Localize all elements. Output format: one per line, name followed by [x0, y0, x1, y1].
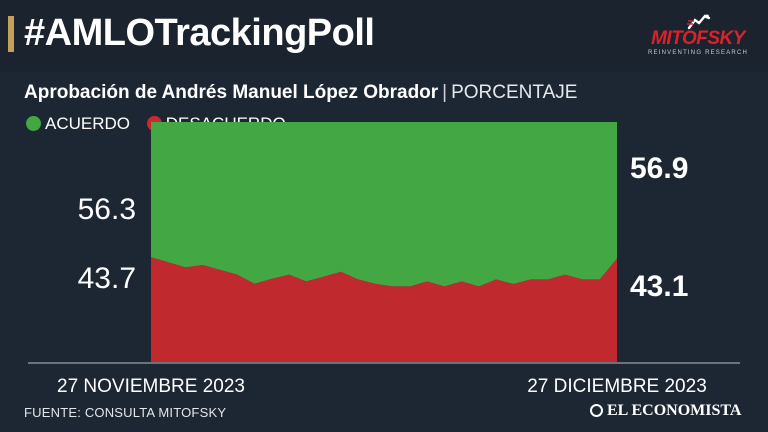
subtitle-main: Aprobación de Andrés Manuel López Obrado…	[24, 82, 439, 103]
legend-agree-label: ACUERDO	[45, 114, 131, 133]
runner-logo-icon	[687, 14, 711, 30]
chart-subtitle: Aprobación de Andrés Manuel López Obrado…	[24, 82, 577, 104]
start-agree-label: 56.3	[78, 193, 136, 226]
el-economista-brand: EL ECONOMISTA	[590, 402, 741, 420]
start-disagree-label: 43.7	[78, 262, 136, 295]
x-end-date-label: 27 DICIEMBRE 2023	[527, 376, 707, 397]
end-disagree-label: 43.1	[630, 270, 688, 303]
mitofsky-logo: MITOFSKY REINVENTING RESEARCH	[648, 14, 748, 60]
end-agree-label: 56.9	[630, 152, 688, 185]
disagree-area	[151, 257, 617, 362]
legend-item-agree: ACUERDO	[26, 114, 130, 134]
agree-area	[151, 122, 617, 287]
subtitle-unit: PORCENTAJE	[451, 82, 578, 103]
header-band	[0, 0, 768, 72]
subtitle-separator: |	[442, 82, 448, 103]
legend-agree-dot-icon	[26, 116, 41, 131]
logo-wordmark: MITOFSKY	[651, 28, 745, 49]
logo-tagline: REINVENTING RESEARCH	[648, 50, 749, 56]
globe-icon	[590, 404, 603, 417]
title-accent-bar	[8, 16, 14, 52]
x-start-date-label: 27 NOVIEMBRE 2023	[57, 376, 245, 397]
source-note: FUENTE: CONSULTA MITOFSKY	[24, 405, 227, 420]
brand-text: EL ECONOMISTA	[607, 402, 742, 419]
page-title: #AMLOTrackingPoll	[24, 12, 375, 54]
